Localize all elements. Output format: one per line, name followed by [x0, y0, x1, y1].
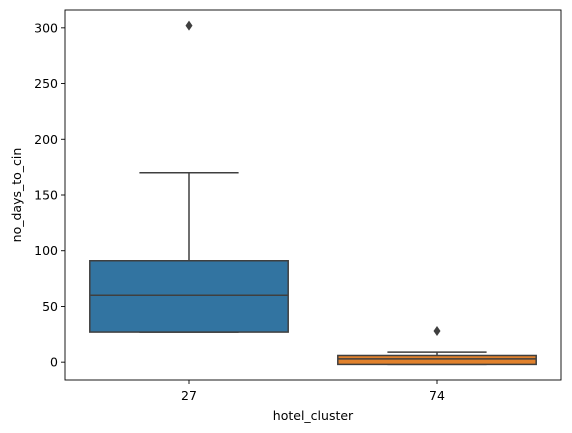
plot-frame	[64, 9, 562, 381]
y-tick-label: 300	[34, 20, 58, 35]
x-tick-label: 74	[429, 388, 445, 403]
y-tick-label: 100	[34, 243, 58, 258]
box-group: 27	[89, 20, 289, 403]
box-group: 74	[337, 325, 537, 403]
y-axis-label: no_days_to_cin	[9, 148, 24, 243]
y-tick-label: 150	[34, 188, 58, 203]
x-axis-label: hotel_cluster	[273, 408, 354, 423]
y-tick-label: 250	[34, 76, 58, 91]
box-iqr	[337, 354, 537, 366]
y-tick-label: 0	[50, 355, 58, 370]
y-tick-label: 200	[34, 132, 58, 147]
outlier-point	[433, 325, 441, 336]
outlier-point	[185, 20, 193, 31]
box-iqr	[89, 260, 289, 333]
x-tick-label: 27	[181, 388, 197, 403]
y-tick-label: 50	[42, 299, 58, 314]
